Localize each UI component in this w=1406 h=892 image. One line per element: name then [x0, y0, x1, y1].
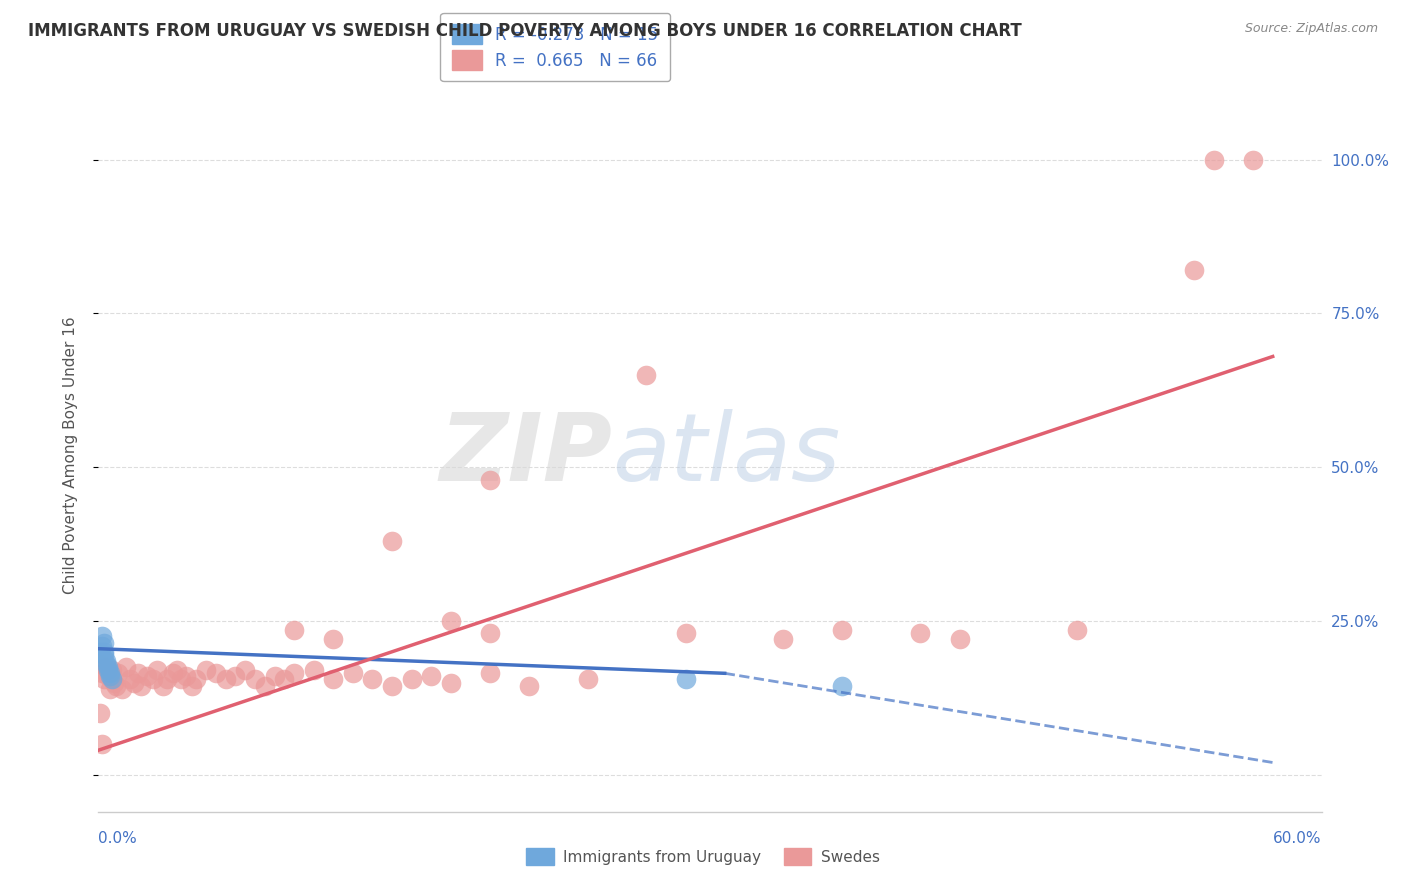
Point — [97, 660, 120, 674]
Point — [283, 624, 305, 638]
Point — [97, 663, 120, 677]
Point — [93, 635, 115, 649]
Point — [162, 666, 184, 681]
Point — [89, 657, 111, 671]
Y-axis label: Child Poverty Among Boys Under 16: Child Poverty Among Boys Under 16 — [63, 316, 77, 594]
Point — [181, 679, 204, 693]
Point — [420, 669, 443, 683]
Point — [440, 614, 463, 628]
Point — [107, 666, 129, 681]
Point — [342, 666, 364, 681]
Point — [91, 737, 114, 751]
Point — [205, 666, 228, 681]
Point — [478, 626, 501, 640]
Point — [186, 673, 208, 687]
Text: 0.0%: 0.0% — [98, 831, 138, 846]
Point — [98, 669, 121, 683]
Point — [93, 673, 115, 687]
Text: 60.0%: 60.0% — [1274, 831, 1322, 846]
Point — [910, 626, 932, 640]
Point — [152, 679, 174, 693]
Point — [831, 624, 853, 638]
Point — [1241, 153, 1264, 167]
Point — [169, 673, 191, 687]
Point — [122, 675, 145, 690]
Point — [142, 673, 165, 687]
Point — [831, 679, 853, 693]
Point — [772, 632, 794, 647]
Point — [517, 679, 540, 693]
Point — [89, 706, 111, 721]
Point — [224, 669, 246, 683]
Point — [103, 675, 125, 690]
Point — [91, 666, 114, 681]
Point — [93, 648, 115, 662]
Point — [322, 673, 344, 687]
Point — [127, 666, 149, 681]
Point — [243, 673, 266, 687]
Point — [381, 534, 404, 549]
Point — [111, 681, 134, 696]
Point — [136, 669, 159, 683]
Point — [1184, 263, 1206, 277]
Text: IMMIGRANTS FROM URUGUAY VS SWEDISH CHILD POVERTY AMONG BOYS UNDER 16 CORRELATION: IMMIGRANTS FROM URUGUAY VS SWEDISH CHILD… — [28, 22, 1022, 40]
Point — [96, 660, 118, 674]
Point — [118, 673, 141, 687]
Point — [89, 645, 111, 659]
Point — [948, 632, 970, 647]
Point — [263, 669, 285, 683]
Point — [283, 666, 305, 681]
Point — [176, 669, 198, 683]
Text: atlas: atlas — [612, 409, 841, 500]
Point — [146, 663, 169, 677]
Point — [101, 673, 124, 687]
Point — [156, 673, 179, 687]
Point — [361, 673, 384, 687]
Point — [114, 660, 136, 674]
Point — [98, 666, 121, 681]
Point — [166, 663, 188, 677]
Point — [576, 673, 599, 687]
Point — [675, 673, 697, 687]
Point — [195, 663, 218, 677]
Point — [96, 657, 118, 671]
Point — [636, 368, 658, 382]
Point — [401, 673, 423, 687]
Point — [302, 663, 325, 677]
Point — [273, 673, 295, 687]
Point — [105, 679, 128, 693]
Point — [131, 679, 153, 693]
Point — [675, 626, 697, 640]
Point — [381, 679, 404, 693]
Point — [97, 669, 120, 683]
Point — [91, 629, 114, 643]
Point — [253, 679, 276, 693]
Point — [91, 639, 114, 653]
Point — [96, 654, 118, 668]
Point — [440, 675, 463, 690]
Text: Source: ZipAtlas.com: Source: ZipAtlas.com — [1244, 22, 1378, 36]
Point — [478, 473, 501, 487]
Point — [478, 666, 501, 681]
Point — [233, 663, 256, 677]
Point — [101, 663, 124, 677]
Point — [1202, 153, 1225, 167]
Point — [98, 681, 121, 696]
Point — [214, 673, 236, 687]
Text: ZIP: ZIP — [439, 409, 612, 501]
Legend: Immigrants from Uruguay, Swedes: Immigrants from Uruguay, Swedes — [520, 842, 886, 871]
Point — [93, 645, 115, 659]
Point — [322, 632, 344, 647]
Point — [1066, 624, 1088, 638]
